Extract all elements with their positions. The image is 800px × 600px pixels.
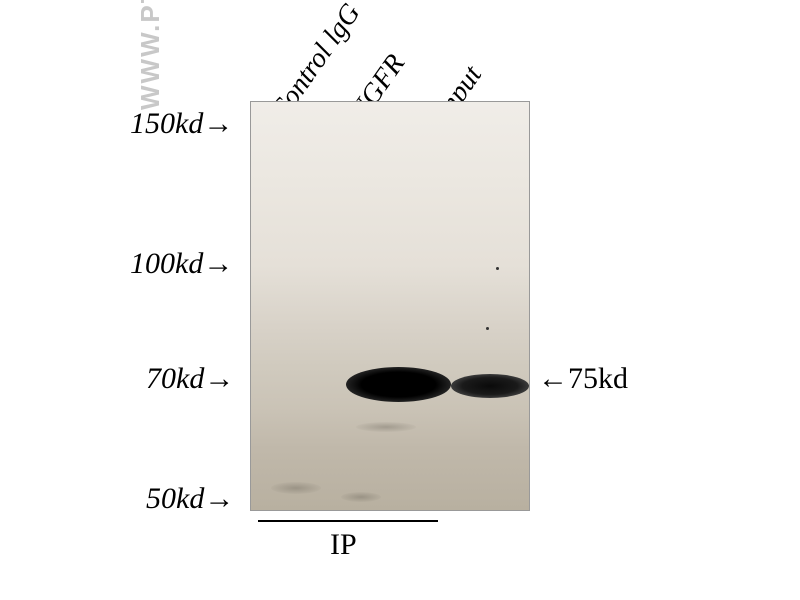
faint-mark [356, 422, 416, 432]
arrow-right-icon: → [204, 482, 234, 516]
blot-membrane [250, 101, 530, 511]
ip-label: IP [330, 528, 357, 562]
arrow-right-icon: → [204, 362, 234, 396]
ladder-50kd-text: 50kd [146, 482, 204, 515]
ladder-100kd-text: 100kd [130, 247, 203, 280]
arrow-right-icon: → [203, 247, 233, 281]
ladder-150kd-text: 150kd [130, 107, 203, 140]
watermark-text: WWW.PTGLAB.COM [135, 0, 166, 110]
arrow-right-icon: → [203, 107, 233, 141]
ip-bracket-line [258, 520, 438, 522]
ladder-70kd: 70kd→ [146, 362, 234, 396]
arrow-left-icon: ← [538, 362, 568, 396]
ladder-150kd: 150kd→ [130, 107, 233, 141]
band-ngfr [346, 367, 451, 402]
blot-figure: WWW.PTGLAB.COM 150kd→ 100kd→ 70kd→ 50kd→… [0, 0, 800, 600]
ladder-100kd: 100kd→ [130, 247, 233, 281]
speck [486, 327, 489, 330]
faint-mark [271, 482, 321, 494]
faint-mark [341, 492, 381, 502]
band-input [451, 374, 529, 398]
ladder-70kd-text: 70kd [146, 362, 204, 395]
result-75kd-text: 75kd [568, 362, 628, 395]
result-75kd: ←75kd [538, 362, 628, 396]
ladder-50kd: 50kd→ [146, 482, 234, 516]
speck [496, 267, 499, 270]
